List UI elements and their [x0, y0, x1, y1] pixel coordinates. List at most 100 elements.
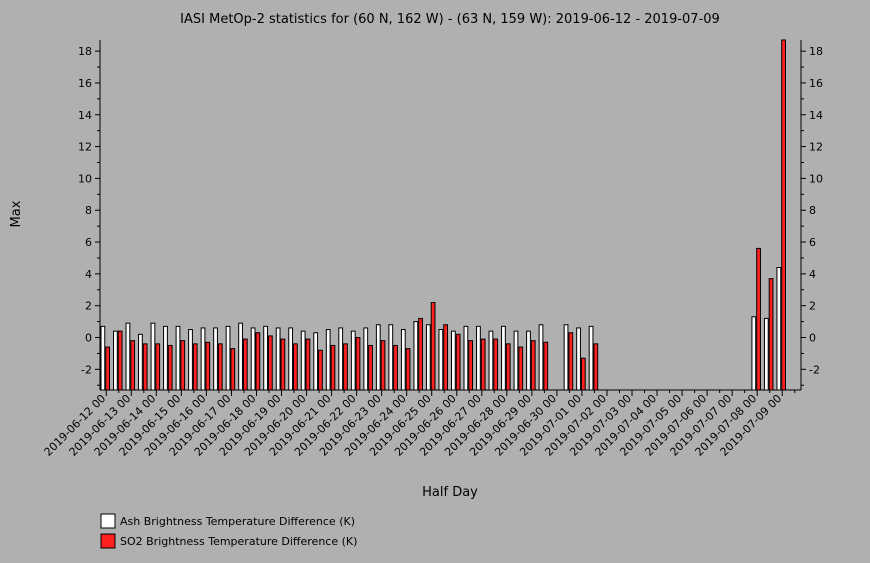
so2-bar [280, 338, 286, 391]
ash-bar [150, 322, 156, 391]
y-tick-label-left: 10 [78, 172, 92, 185]
ash-bar [501, 325, 506, 391]
so2-bar [130, 340, 136, 391]
so2-bar [230, 348, 236, 391]
so2-bar [368, 344, 373, 391]
y-tick-label-right: 6 [809, 236, 816, 249]
legend-swatch-ash [100, 513, 116, 529]
so2-bar [205, 341, 211, 391]
y-tick-label-right: 8 [809, 204, 816, 217]
ash-bar [363, 327, 369, 391]
so2-bar [430, 302, 436, 391]
ash-bar [113, 330, 118, 391]
y-tick-label-left: 14 [78, 109, 92, 122]
so2-bar [543, 341, 549, 391]
ash-bar [138, 333, 143, 391]
so2-bar [305, 338, 311, 391]
ash-bar [776, 267, 782, 391]
so2-bar [155, 343, 161, 391]
so2-bar [142, 343, 148, 391]
ash-bar [463, 325, 469, 391]
so2-bar [756, 247, 761, 391]
y-tick-label-left: 8 [85, 204, 92, 217]
ash-bar [375, 324, 381, 391]
so2-bar [355, 337, 361, 391]
ash-bar [763, 317, 769, 391]
so2-bar [105, 346, 111, 391]
y-tick-label-left: 6 [85, 236, 92, 249]
y-tick-label-left: 18 [78, 45, 92, 58]
so2-bar [380, 340, 386, 391]
so2-bar [117, 330, 123, 391]
so2-bar [505, 343, 511, 391]
y-tick-label-left: 4 [85, 268, 92, 281]
ash-bar [438, 329, 444, 391]
legend-label-so2: SO2 Brightness Temperature Difference (K… [120, 535, 357, 548]
y-tick-label-left: 16 [78, 77, 92, 90]
y-tick-label-right: 16 [809, 77, 823, 90]
y-axis-label: Max [9, 200, 24, 227]
so2-bar [455, 333, 461, 391]
ash-bar [200, 327, 206, 391]
x-axis-label: Half Day [422, 485, 478, 500]
ash-bar [175, 325, 181, 391]
y-tick-label-right: 18 [809, 45, 823, 58]
y-tick-label-right: -2 [809, 363, 820, 376]
so2-bar [255, 332, 261, 391]
ash-bar [425, 324, 431, 391]
so2-bar [167, 344, 173, 391]
y-tick-label-right: 2 [809, 300, 816, 313]
so2-bar [242, 338, 248, 391]
ash-bar [350, 330, 356, 391]
ash-bar [100, 325, 106, 391]
so2-bar [518, 346, 524, 391]
chart-title: IASI MetOp-2 statistics for (60 N, 162 W… [180, 12, 720, 27]
ash-bar [563, 324, 569, 391]
y-tick-label-left: 0 [85, 332, 92, 345]
ash-bar [288, 327, 294, 391]
ash-bar [225, 325, 231, 391]
y-tick-label-right: 14 [809, 109, 823, 122]
ash-bar [125, 322, 131, 391]
y-tick-label-right: 4 [809, 268, 816, 281]
so2-bar [180, 340, 186, 391]
so2-bar [468, 340, 474, 391]
ash-bar [476, 325, 481, 391]
so2-bar [293, 343, 298, 391]
ash-bar [488, 330, 494, 391]
ash-bar [338, 327, 344, 391]
so2-bar [593, 343, 599, 391]
ash-bar [263, 325, 268, 391]
ash-bar [300, 330, 306, 391]
ash-bar [325, 329, 331, 391]
ash-bar [588, 325, 594, 391]
ash-bar [313, 332, 319, 391]
so2-bar [192, 343, 198, 391]
so2-bar [318, 349, 323, 391]
so2-bar [580, 357, 586, 391]
so2-bar [418, 317, 423, 391]
so2-bar [405, 348, 411, 391]
ash-bar [400, 329, 406, 391]
ash-bar [513, 330, 519, 391]
ash-bar [250, 327, 256, 391]
so2-bar [480, 338, 486, 391]
so2-bar [343, 343, 348, 391]
so2-bar [267, 335, 273, 391]
ash-bar [188, 329, 193, 391]
ash-bar [526, 330, 531, 391]
legend-label-ash: Ash Brightness Temperature Difference (K… [120, 515, 355, 528]
y-tick-label-left: -2 [81, 363, 92, 376]
so2-bar [217, 343, 223, 391]
y-tick-label-right: 0 [809, 332, 816, 345]
so2-bar [530, 340, 536, 391]
y-tick-label-right: 12 [809, 141, 823, 154]
ash-bar [751, 316, 757, 391]
y-tick-label-left: 2 [85, 300, 92, 313]
ash-bar [413, 321, 419, 391]
y-tick-label-left: 12 [78, 141, 92, 154]
ash-bar [538, 324, 544, 391]
so2-bar [493, 338, 499, 391]
